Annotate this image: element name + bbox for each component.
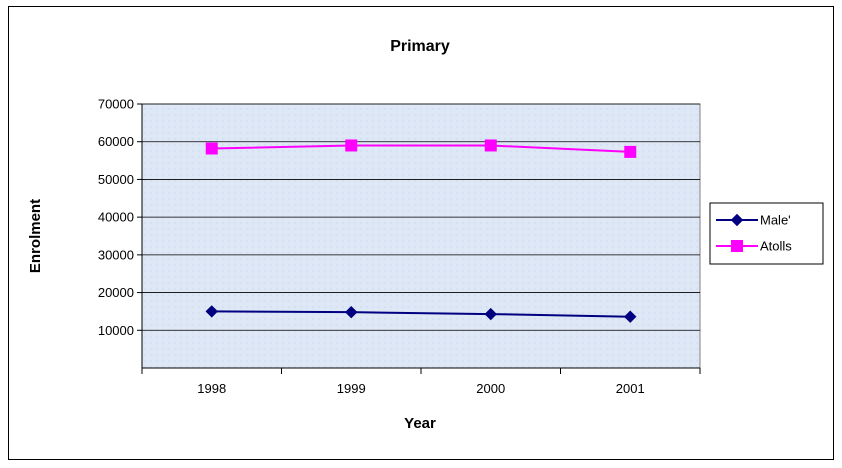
y-axis-title: Enrolment (27, 199, 44, 273)
legend-marker (731, 240, 743, 252)
y-tick-label: 50000 (98, 172, 134, 187)
series-line (211, 310, 631, 318)
x-tick-label: 2000 (476, 381, 505, 396)
y-tick-label: 70000 (98, 97, 134, 112)
data-point (624, 310, 637, 323)
series-group (205, 139, 637, 323)
data-point (345, 139, 358, 152)
series-male (205, 305, 637, 323)
data-point (345, 305, 358, 319)
data-point (205, 142, 218, 155)
data-point (484, 139, 497, 152)
x-tick-label: 2001 (616, 381, 645, 396)
data-point (624, 145, 637, 158)
x-axis-ticks: 1998 1999 2000 2001 (141, 368, 701, 396)
data-point (484, 307, 497, 321)
x-tick-label: 1999 (337, 381, 366, 396)
series-atolls (205, 139, 637, 158)
y-tick-label: 20000 (98, 285, 134, 300)
data-point (205, 305, 218, 318)
legend: Male' Atolls (709, 202, 824, 265)
legend-box (709, 202, 824, 265)
series-line (211, 144, 631, 153)
legend-label: Male' (760, 213, 791, 228)
legend-label: Atolls (760, 239, 792, 254)
gridlines (142, 103, 700, 331)
chart-title: Primary (390, 38, 450, 55)
legend-item: Atolls (716, 239, 792, 254)
plot-area (141, 103, 701, 369)
x-axis-title: Year (404, 415, 436, 432)
y-tick-label: 10000 (98, 323, 134, 338)
legend-item: Male' (716, 213, 791, 228)
y-tick-label: 30000 (98, 247, 134, 262)
y-tick-label: 40000 (98, 210, 134, 225)
x-tick-label: 1998 (197, 381, 226, 396)
legend-marker (730, 213, 744, 227)
y-axis-ticks: 10000 20000 30000 40000 50000 60000 70000 (98, 97, 142, 338)
y-tick-label: 60000 (98, 134, 134, 149)
